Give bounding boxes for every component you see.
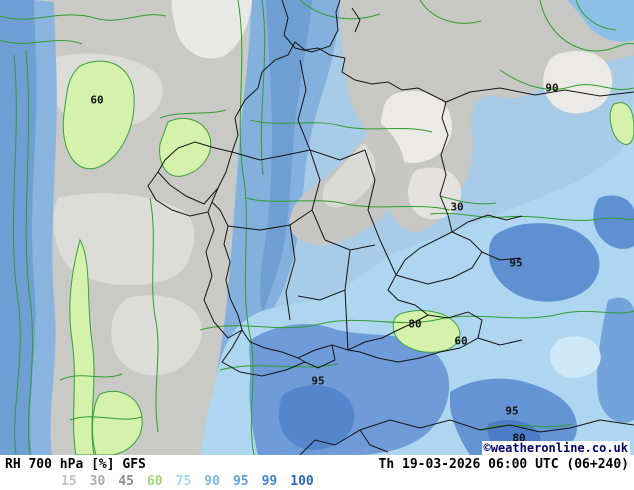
weather-map-svg — [0, 0, 634, 455]
legend-value-90: 90 — [204, 474, 220, 489]
map-canvas: 60 90 30 95 80 60 95 95 80 ©weatheronline.co.uk — [0, 0, 634, 455]
country-borders-layer — [147, 0, 634, 455]
legend-value-45: 45 — [118, 474, 134, 489]
legend-value-95: 95 — [232, 474, 249, 489]
valid-time: Th 19-03-2026 06:00 UTC (06+240) — [378, 457, 629, 472]
watermark: ©weatheronline.co.uk — [481, 441, 630, 455]
chart-title: RH 700 hPa [%] GFS — [5, 457, 146, 472]
contour-lines-layer — [0, 0, 634, 455]
legend-scale: 15 30 45 60 75 90 95 99 100 — [61, 474, 314, 489]
legend-value-15: 15 — [61, 474, 77, 489]
legend-value-75: 75 — [175, 474, 192, 489]
legend-value-100: 100 — [290, 474, 314, 489]
humidity-fill-layer — [0, 0, 634, 455]
legend-value-99: 99 — [261, 474, 278, 489]
footer-bar: RH 700 hPa [%] GFS 15 30 45 60 75 90 95 99 100 T… — [0, 455, 634, 490]
legend-value-30: 30 — [89, 474, 106, 489]
legend-value-60: 60 — [146, 474, 163, 489]
footer-left: RH 700 hPa [%] GFS 15 30 45 60 75 90 95 99 100 — [5, 457, 314, 489]
